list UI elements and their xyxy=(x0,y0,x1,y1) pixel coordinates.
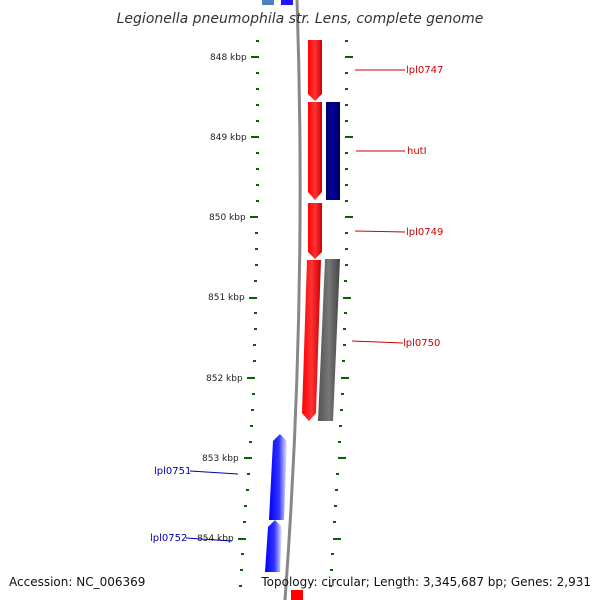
gene-arrow-lpl0747 xyxy=(308,40,322,101)
tick-label-850: 850 kbp xyxy=(209,213,246,223)
gene-arrow-lpl0751 xyxy=(269,434,287,520)
gene-label-lpl0751[interactable]: lpl0751 xyxy=(154,466,191,477)
partial-gene-top-right xyxy=(281,0,293,5)
partial-gene-top-left xyxy=(262,0,274,5)
leader-lines xyxy=(185,69,406,542)
gene-label-lpl0749[interactable]: lpl0749 xyxy=(406,227,443,238)
tick-label-852: 852 kbp xyxy=(206,374,243,384)
gene-label-hutI[interactable]: hutI xyxy=(407,146,427,157)
topology-text: Topology: circular; Length: 3,345,687 bp… xyxy=(260,575,591,589)
partial-gene-bottom xyxy=(291,590,303,600)
genome-backbone xyxy=(283,0,302,600)
gene-label-lpl0747[interactable]: lpl0747 xyxy=(406,65,443,76)
gene-arrow-hutI xyxy=(308,102,322,200)
gene-label-lpl0750[interactable]: lpl0750 xyxy=(403,338,440,349)
tick-label-848: 848 kbp xyxy=(210,53,247,63)
tick-label-851: 851 kbp xyxy=(208,293,245,303)
genome-title: Legionella pneumophila str. Lens, comple… xyxy=(117,11,484,27)
tick-label-854: 854 kbp xyxy=(197,534,234,544)
left-ruler xyxy=(238,40,259,587)
tick-label-853: 853 kbp xyxy=(202,454,239,464)
gene-arrow-lpl0750 xyxy=(302,260,321,421)
gene-arrow-lpl0749 xyxy=(308,203,322,259)
gene-box-hutI-partner xyxy=(326,102,340,200)
accession-text: Accession: NC_006369 xyxy=(9,575,145,589)
right-ruler xyxy=(329,40,353,587)
gene-box-lpl0750-partner xyxy=(318,259,340,421)
gene-arrow-lpl0752 xyxy=(265,520,282,572)
tick-label-849: 849 kbp xyxy=(210,133,247,143)
gene-label-lpl0752[interactable]: lpl0752 xyxy=(150,533,187,544)
